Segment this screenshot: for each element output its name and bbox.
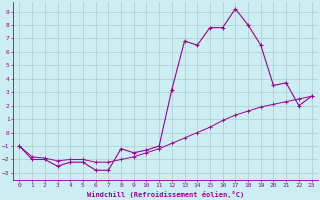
X-axis label: Windchill (Refroidissement éolien,°C): Windchill (Refroidissement éolien,°C) (87, 191, 244, 198)
